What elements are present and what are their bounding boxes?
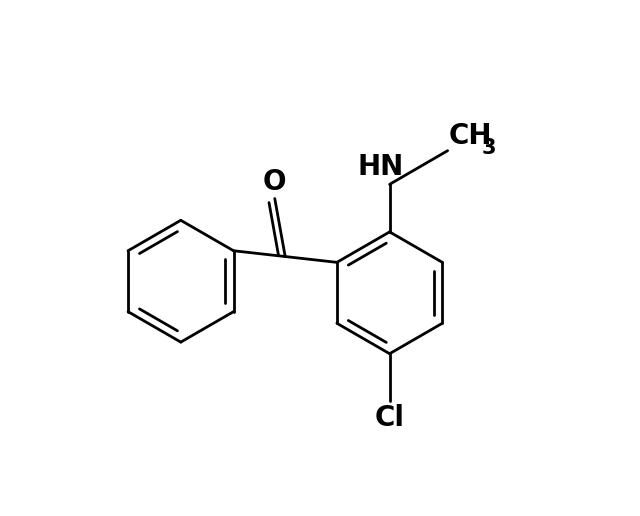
- Text: HN: HN: [358, 153, 404, 182]
- Text: O: O: [263, 168, 287, 196]
- Text: 3: 3: [481, 138, 496, 158]
- Text: CH: CH: [449, 122, 492, 150]
- Text: Cl: Cl: [374, 404, 404, 432]
